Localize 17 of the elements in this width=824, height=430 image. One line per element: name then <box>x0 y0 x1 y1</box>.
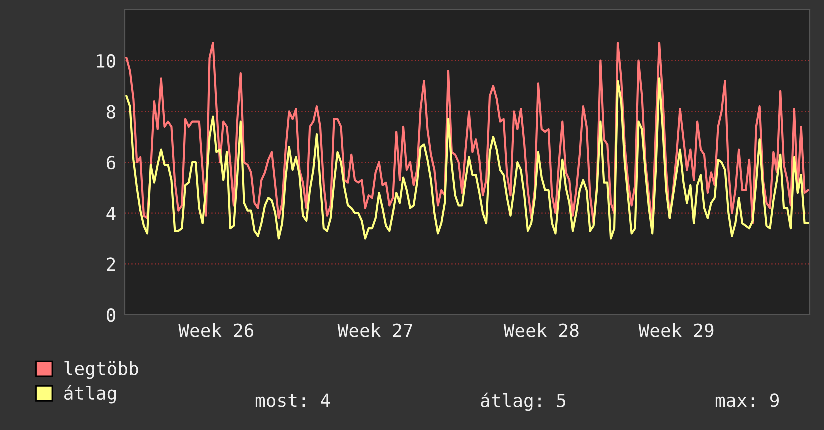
text: átlag: 5 <box>481 392 566 412</box>
x-tick-label: Week 28 <box>504 323 579 338</box>
x-tick-label: Week 29 <box>638 323 714 338</box>
y-tick-label: 2 <box>107 258 116 272</box>
legend-label: legtöbb <box>64 361 138 380</box>
y-tick-label: 0 <box>106 308 116 322</box>
x-tick-label: Week 27 <box>338 323 413 338</box>
line-series <box>126 42 810 225</box>
text: most: 4 <box>256 394 330 408</box>
y-tick-label: 4 <box>106 207 116 220</box>
y-tick-label: 8 <box>106 105 116 119</box>
line-series <box>126 78 810 240</box>
text: max: 9 <box>716 394 779 408</box>
y-tick-label: 10 <box>97 54 116 68</box>
y-tick-label: 6 <box>106 156 116 170</box>
legend-label: átlag <box>64 385 116 404</box>
x-tick-label: Week 26 <box>178 323 254 338</box>
